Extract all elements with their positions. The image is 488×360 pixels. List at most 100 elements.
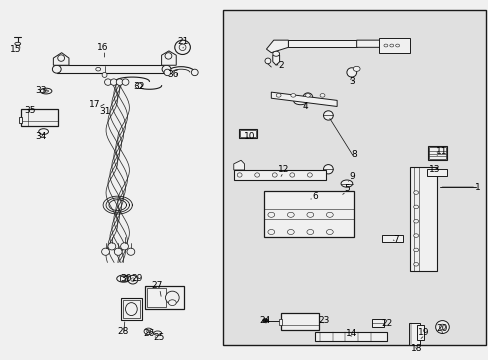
Bar <box>378 39 409 53</box>
Ellipse shape <box>413 191 418 194</box>
Ellipse shape <box>122 79 129 85</box>
Text: 15: 15 <box>10 45 21 54</box>
Ellipse shape <box>413 262 418 266</box>
Ellipse shape <box>237 173 242 177</box>
Ellipse shape <box>334 193 343 199</box>
Ellipse shape <box>306 229 313 234</box>
Text: 16: 16 <box>97 43 109 52</box>
Text: 32: 32 <box>133 82 144 91</box>
Ellipse shape <box>163 69 170 76</box>
Ellipse shape <box>320 94 325 97</box>
Text: 4: 4 <box>302 102 307 111</box>
Text: 22: 22 <box>381 319 392 328</box>
Polygon shape <box>53 53 69 65</box>
Text: 19: 19 <box>417 328 429 337</box>
Ellipse shape <box>127 248 135 255</box>
Ellipse shape <box>306 197 314 203</box>
Bar <box>371 319 383 327</box>
Bar <box>233 170 326 180</box>
Ellipse shape <box>352 66 359 71</box>
Ellipse shape <box>52 65 61 73</box>
Bar <box>21 109 58 126</box>
Polygon shape <box>233 160 244 170</box>
Bar <box>278 319 282 325</box>
Ellipse shape <box>114 248 122 255</box>
Ellipse shape <box>308 199 311 201</box>
Ellipse shape <box>346 68 356 77</box>
Bar <box>314 332 386 341</box>
Text: 18: 18 <box>410 344 422 353</box>
Text: 30: 30 <box>121 274 132 283</box>
Polygon shape <box>288 40 356 47</box>
Bar <box>222 10 485 345</box>
Ellipse shape <box>287 229 294 234</box>
Ellipse shape <box>272 51 279 56</box>
Ellipse shape <box>323 111 332 120</box>
Text: 35: 35 <box>24 105 36 114</box>
Ellipse shape <box>413 220 418 223</box>
Ellipse shape <box>337 195 341 198</box>
Ellipse shape <box>179 44 185 50</box>
Text: 28: 28 <box>117 327 128 336</box>
Text: 17: 17 <box>89 100 101 109</box>
Ellipse shape <box>383 44 387 47</box>
Ellipse shape <box>254 173 259 177</box>
Text: 11: 11 <box>435 147 447 156</box>
Ellipse shape <box>39 129 48 134</box>
Ellipse shape <box>116 79 123 85</box>
Ellipse shape <box>306 212 313 217</box>
Text: 27: 27 <box>151 281 162 290</box>
Ellipse shape <box>15 42 20 45</box>
Text: 10: 10 <box>243 132 255 141</box>
Ellipse shape <box>413 205 418 209</box>
Bar <box>382 234 402 242</box>
Bar <box>427 146 447 160</box>
Ellipse shape <box>287 212 294 217</box>
Ellipse shape <box>135 83 142 89</box>
Ellipse shape <box>58 55 64 61</box>
Bar <box>122 300 140 319</box>
Text: 5: 5 <box>344 184 349 193</box>
Text: 13: 13 <box>428 165 440 174</box>
Bar <box>408 323 419 345</box>
Ellipse shape <box>40 88 52 94</box>
Text: 3: 3 <box>348 77 354 86</box>
Text: 1: 1 <box>474 183 480 192</box>
Bar <box>416 324 424 339</box>
Ellipse shape <box>117 275 130 282</box>
Polygon shape <box>271 92 336 107</box>
Text: 12: 12 <box>277 165 288 174</box>
Ellipse shape <box>164 53 171 59</box>
Ellipse shape <box>264 58 270 64</box>
Ellipse shape <box>272 173 277 177</box>
Ellipse shape <box>108 243 116 250</box>
Bar <box>144 286 183 309</box>
Ellipse shape <box>146 330 150 333</box>
Ellipse shape <box>128 275 138 284</box>
Bar <box>19 117 22 123</box>
Text: 25: 25 <box>153 333 164 342</box>
Bar <box>240 130 255 136</box>
Bar <box>120 276 127 281</box>
Ellipse shape <box>305 94 310 97</box>
Text: 29: 29 <box>131 274 142 283</box>
Ellipse shape <box>293 98 307 105</box>
Ellipse shape <box>389 44 393 47</box>
Bar <box>281 313 319 330</box>
Text: 20: 20 <box>435 324 447 333</box>
Bar <box>428 147 445 159</box>
Text: 23: 23 <box>318 316 329 325</box>
Text: 8: 8 <box>350 150 356 159</box>
Ellipse shape <box>168 300 176 306</box>
Ellipse shape <box>413 248 418 252</box>
Ellipse shape <box>290 94 295 97</box>
Ellipse shape <box>154 331 161 335</box>
Text: 31: 31 <box>99 107 110 116</box>
Polygon shape <box>272 55 279 65</box>
Ellipse shape <box>191 69 198 76</box>
Bar <box>427 168 446 176</box>
Ellipse shape <box>174 40 190 54</box>
Polygon shape <box>57 65 166 73</box>
Bar <box>238 129 257 138</box>
Text: 9: 9 <box>348 172 354 181</box>
